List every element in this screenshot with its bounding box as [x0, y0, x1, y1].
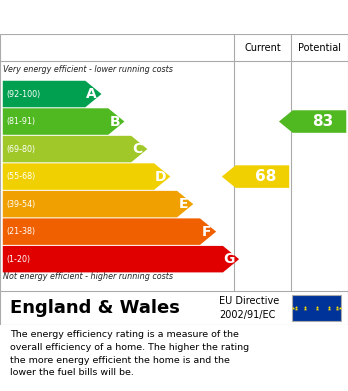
Text: (21-38): (21-38) [6, 227, 35, 236]
Polygon shape [279, 110, 346, 133]
Text: (55-68): (55-68) [6, 172, 35, 181]
Text: F: F [202, 225, 211, 239]
Text: C: C [133, 142, 143, 156]
Polygon shape [3, 219, 216, 245]
Polygon shape [222, 165, 289, 188]
Text: Very energy efficient - lower running costs: Very energy efficient - lower running co… [3, 65, 173, 74]
Text: B: B [109, 115, 120, 129]
Text: The energy efficiency rating is a measure of the
overall efficiency of a home. T: The energy efficiency rating is a measur… [10, 330, 250, 377]
Text: (92-100): (92-100) [6, 90, 40, 99]
Text: 83: 83 [312, 114, 334, 129]
Polygon shape [3, 246, 239, 273]
Text: (69-80): (69-80) [6, 145, 35, 154]
Text: E: E [179, 197, 188, 211]
Text: EU Directive
2002/91/EC: EU Directive 2002/91/EC [219, 296, 279, 320]
Polygon shape [3, 191, 193, 217]
Text: (81-91): (81-91) [6, 117, 35, 126]
Text: Energy Efficiency Rating: Energy Efficiency Rating [10, 9, 232, 25]
Polygon shape [3, 108, 125, 135]
Text: (39-54): (39-54) [6, 200, 35, 209]
FancyBboxPatch shape [292, 295, 341, 321]
Text: A: A [86, 87, 97, 101]
Text: Not energy efficient - higher running costs: Not energy efficient - higher running co… [3, 272, 174, 281]
Polygon shape [3, 163, 170, 190]
Text: England & Wales: England & Wales [10, 299, 180, 317]
Text: Current: Current [244, 43, 281, 52]
Text: (1-20): (1-20) [6, 255, 30, 264]
Text: Potential: Potential [298, 43, 341, 52]
Polygon shape [3, 136, 147, 162]
Text: 68: 68 [255, 169, 277, 184]
Text: G: G [224, 252, 235, 266]
Polygon shape [3, 81, 102, 107]
Text: D: D [155, 170, 166, 184]
